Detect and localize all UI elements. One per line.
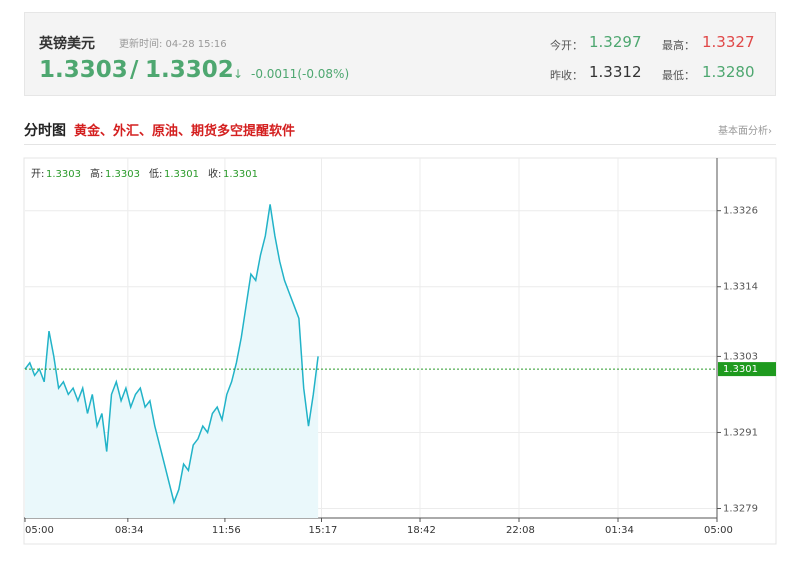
x-tick-label: 08:34 bbox=[115, 525, 144, 536]
stat-label: 昨收： bbox=[550, 69, 583, 82]
y-tick-label: 1.3303 bbox=[723, 351, 758, 362]
bid: 1.3303 bbox=[39, 57, 128, 83]
stat-label: 最低： bbox=[662, 69, 695, 82]
stat-label: 最高： bbox=[662, 39, 695, 52]
ohlc-value: 1.3301 bbox=[164, 169, 199, 180]
symbol: 英镑美元 bbox=[39, 36, 95, 52]
stat-value: 1.3327 bbox=[702, 33, 755, 51]
change: -0.0011(-0.08%) bbox=[251, 67, 350, 81]
quote-panel: 英镑美元 更新时间: 04-28 15:16 1.3303 / 1.3302 ↓… bbox=[24, 12, 776, 96]
x-tick-label: 22:08 bbox=[506, 525, 535, 536]
slash: / bbox=[130, 57, 139, 83]
y-tick-label: 1.3291 bbox=[723, 427, 758, 438]
stat-label: 今开： bbox=[550, 39, 583, 52]
last-price-box bbox=[718, 362, 776, 377]
price-line bbox=[24, 204, 319, 505]
update-time: 更新时间: 04-28 15:16 bbox=[119, 39, 227, 50]
stat-value: 1.3280 bbox=[702, 63, 755, 81]
x-tick-label: 18:42 bbox=[407, 525, 436, 536]
ohlc-value: 1.3301 bbox=[223, 169, 258, 180]
y-tick-label: 1.3314 bbox=[723, 282, 758, 293]
divider bbox=[24, 144, 776, 145]
x-tick-label: 05:00 bbox=[25, 525, 54, 536]
chart-frame bbox=[23, 157, 777, 545]
x-tick-label: 05:00 bbox=[704, 525, 733, 536]
ohlc-label: 开: bbox=[31, 169, 44, 180]
y-tick-label: 1.3326 bbox=[723, 206, 758, 217]
ohlc-value: 1.3303 bbox=[105, 169, 140, 180]
ask: 1.3302 bbox=[145, 57, 234, 83]
stat-value: 1.3312 bbox=[589, 63, 642, 81]
x-tick-label: 11:56 bbox=[212, 525, 241, 536]
last-price-label: 1.3301 bbox=[723, 364, 758, 375]
ohlc-label: 高: bbox=[90, 167, 103, 180]
analysis-link[interactable]: 基本面分析› bbox=[718, 126, 772, 137]
promo-link[interactable]: 黄金、外汇、原油、期货多空提醒软件 bbox=[74, 124, 296, 139]
arrow: ↓ bbox=[233, 67, 244, 81]
x-tick-label: 15:17 bbox=[309, 525, 338, 536]
ohlc-label: 低: bbox=[149, 167, 162, 180]
area bbox=[25, 204, 319, 518]
tab-title[interactable]: 分时图 bbox=[24, 123, 66, 139]
ohlc-label: 收: bbox=[208, 167, 221, 180]
stat-value: 1.3297 bbox=[589, 33, 642, 51]
x-tick-label: 01:34 bbox=[605, 525, 634, 536]
y-tick-label: 1.3279 bbox=[723, 503, 758, 514]
ohlc-value: 1.3303 bbox=[46, 169, 81, 180]
